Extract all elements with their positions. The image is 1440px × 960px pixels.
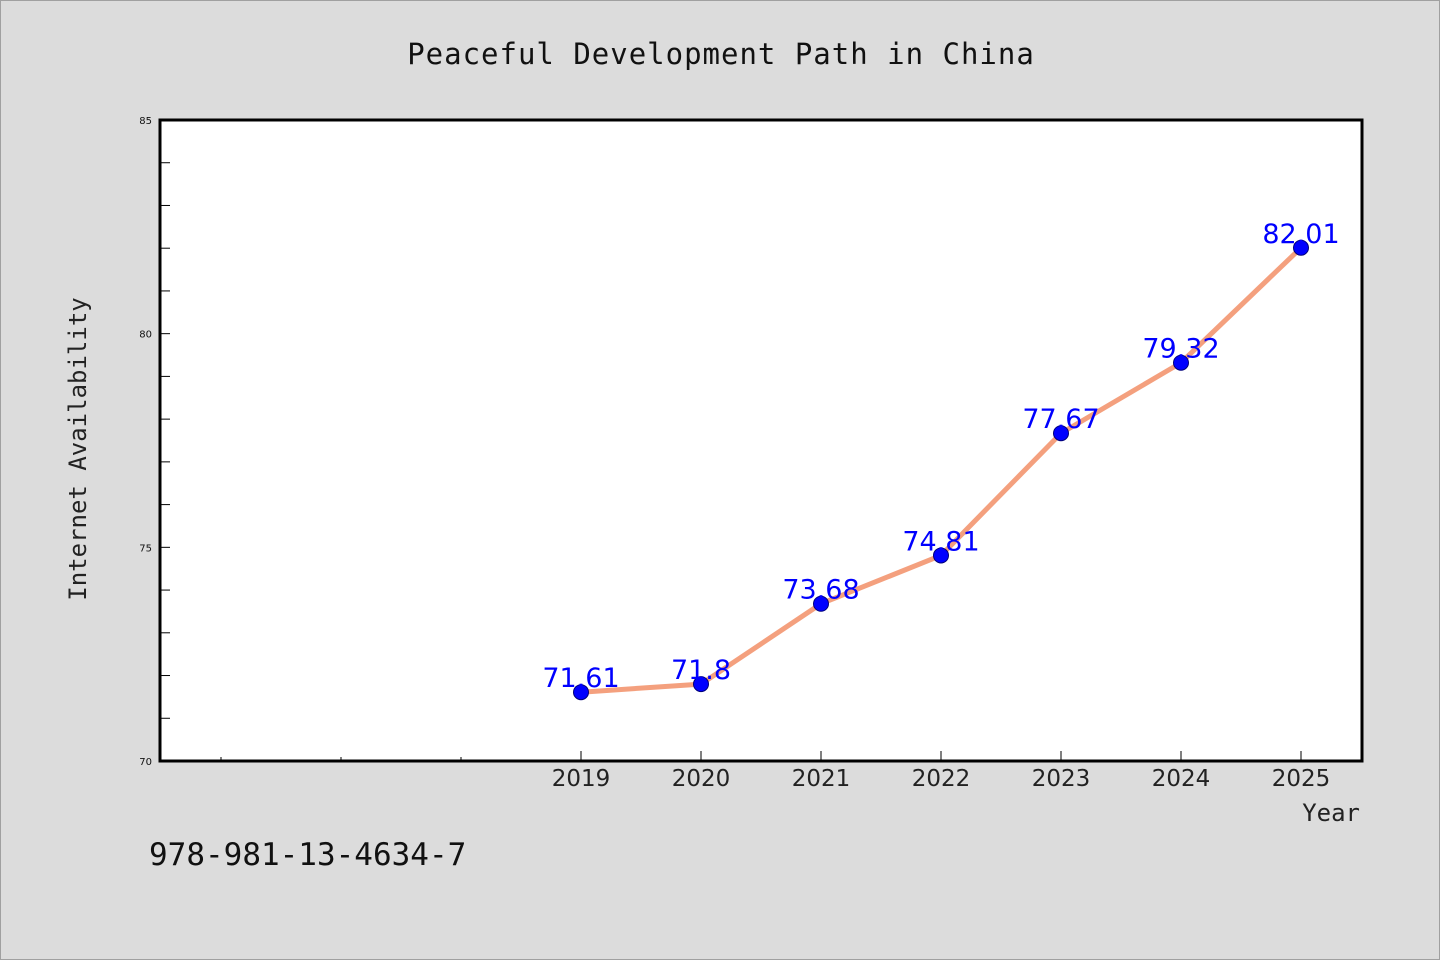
y-tick-label: 80 [139,330,152,341]
x-tick-label: 2024 [1152,766,1211,792]
x-tick-label: 2025 [1272,766,1331,792]
data-label: 73.68 [782,575,859,606]
y-tick-label: 85 [139,116,152,127]
chart-title: Peaceful Development Path in China [407,37,1035,71]
data-point-marker [1053,425,1069,442]
x-tick-label: 2019 [552,766,611,792]
data-label: 71.8 [671,655,731,686]
data-label: 79.32 [1142,334,1219,365]
y-tick-label: 75 [139,543,152,554]
data-point-marker [933,547,949,564]
data-point-marker [813,595,829,612]
isbn-text: 978-981-13-4634-7 [149,837,466,873]
data-label: 77.67 [1022,404,1099,435]
data-point-marker [1173,354,1189,371]
y-axis-label: Internet Availability [64,297,92,600]
x-axis-ticks: 2019 2020 2021 2022 2023 2024 2025 [552,751,1331,792]
data-label: 74.81 [902,526,979,557]
data-label: 71.61 [542,663,619,694]
data-point-marker [1293,239,1309,256]
x-tick-label: 2023 [1032,766,1091,792]
x-tick-label: 2020 [672,766,731,792]
data-labels: 71.61 71.8 73.68 74.81 77.67 79.32 82.01 [542,219,1339,694]
plot-frame [158,118,1364,763]
data-point-marker [573,684,589,701]
data-point-marker [693,676,709,693]
x-tick-label: 2022 [912,766,971,792]
series-markers [573,239,1309,701]
y-minor-ticks [160,162,170,719]
data-label: 82.01 [1262,219,1339,250]
x-tick-label: 2021 [792,766,851,792]
plot-area [160,120,1362,761]
y-tick-label: 70 [139,757,152,768]
x-axis-label: Year [1302,799,1360,827]
